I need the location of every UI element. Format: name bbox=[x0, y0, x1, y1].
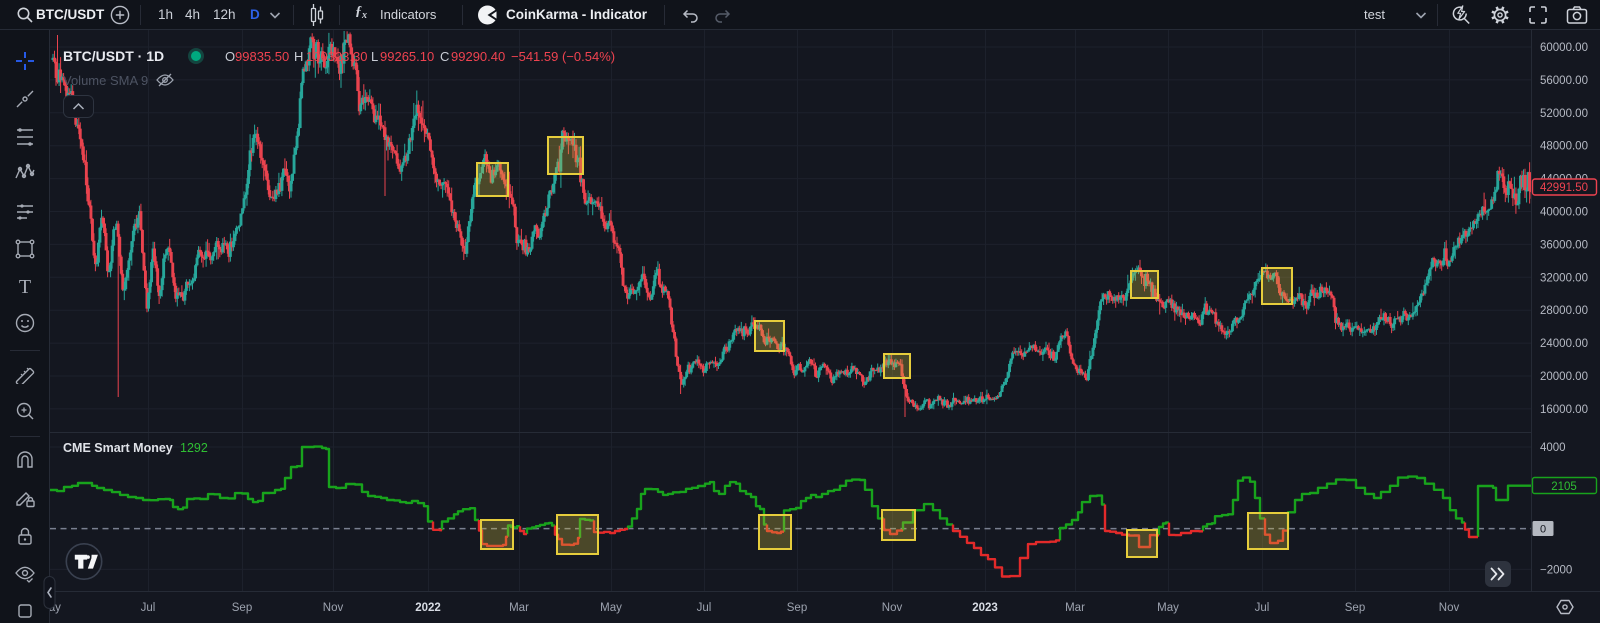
svg-text:2022: 2022 bbox=[415, 602, 441, 614]
svg-text:2023: 2023 bbox=[972, 602, 998, 614]
svg-text:40000.00: 40000.00 bbox=[1540, 207, 1588, 219]
svg-text:Sep: Sep bbox=[1345, 602, 1365, 614]
svg-text:−2000: −2000 bbox=[1540, 564, 1572, 576]
svg-text:May: May bbox=[600, 602, 622, 614]
svg-text:100323.30: 100323.30 bbox=[306, 49, 367, 64]
svg-text:99265.10: 99265.10 bbox=[380, 49, 434, 64]
svg-text:−541.59 (−0.54%): −541.59 (−0.54%) bbox=[511, 49, 615, 64]
svg-text:Jul: Jul bbox=[141, 602, 156, 614]
svg-text:Nov: Nov bbox=[323, 602, 344, 614]
svg-text:0: 0 bbox=[1540, 524, 1546, 536]
svg-text:52000.00: 52000.00 bbox=[1540, 108, 1588, 120]
svg-text:H: H bbox=[294, 49, 303, 64]
svg-text:May: May bbox=[1157, 602, 1179, 614]
svg-text:56000.00: 56000.00 bbox=[1540, 75, 1588, 87]
svg-text:32000.00: 32000.00 bbox=[1540, 272, 1588, 284]
svg-text:BTC/USDT · 1D: BTC/USDT · 1D bbox=[63, 48, 164, 64]
svg-text:99290.40: 99290.40 bbox=[451, 49, 505, 64]
svg-text:42991.50: 42991.50 bbox=[1540, 182, 1588, 194]
svg-text:Sep: Sep bbox=[232, 602, 252, 614]
svg-text:O: O bbox=[225, 49, 235, 64]
svg-text:Mar: Mar bbox=[509, 602, 529, 614]
svg-text:Mar: Mar bbox=[1065, 602, 1085, 614]
svg-text:99835.50: 99835.50 bbox=[235, 49, 289, 64]
svg-text:Jul: Jul bbox=[1255, 602, 1270, 614]
svg-text:C: C bbox=[440, 49, 449, 64]
svg-text:36000.00: 36000.00 bbox=[1540, 239, 1588, 251]
svg-text:4000: 4000 bbox=[1540, 442, 1566, 454]
svg-text:Volume SMA 9: Volume SMA 9 bbox=[63, 73, 148, 88]
svg-text:Jul: Jul bbox=[697, 602, 712, 614]
svg-text:Nov: Nov bbox=[1439, 602, 1460, 614]
svg-text:CME Smart Money: CME Smart Money bbox=[63, 441, 173, 455]
svg-text:24000.00: 24000.00 bbox=[1540, 338, 1588, 350]
svg-text:1292: 1292 bbox=[180, 441, 208, 455]
svg-text:20000.00: 20000.00 bbox=[1540, 371, 1588, 383]
svg-text:L: L bbox=[371, 49, 378, 64]
svg-text:28000.00: 28000.00 bbox=[1540, 305, 1588, 317]
svg-text:60000.00: 60000.00 bbox=[1540, 42, 1588, 54]
svg-text:2105: 2105 bbox=[1551, 481, 1577, 493]
svg-text:16000.00: 16000.00 bbox=[1540, 404, 1588, 416]
svg-text:Nov: Nov bbox=[882, 602, 903, 614]
svg-text:Sep: Sep bbox=[787, 602, 807, 614]
svg-text:48000.00: 48000.00 bbox=[1540, 141, 1588, 153]
